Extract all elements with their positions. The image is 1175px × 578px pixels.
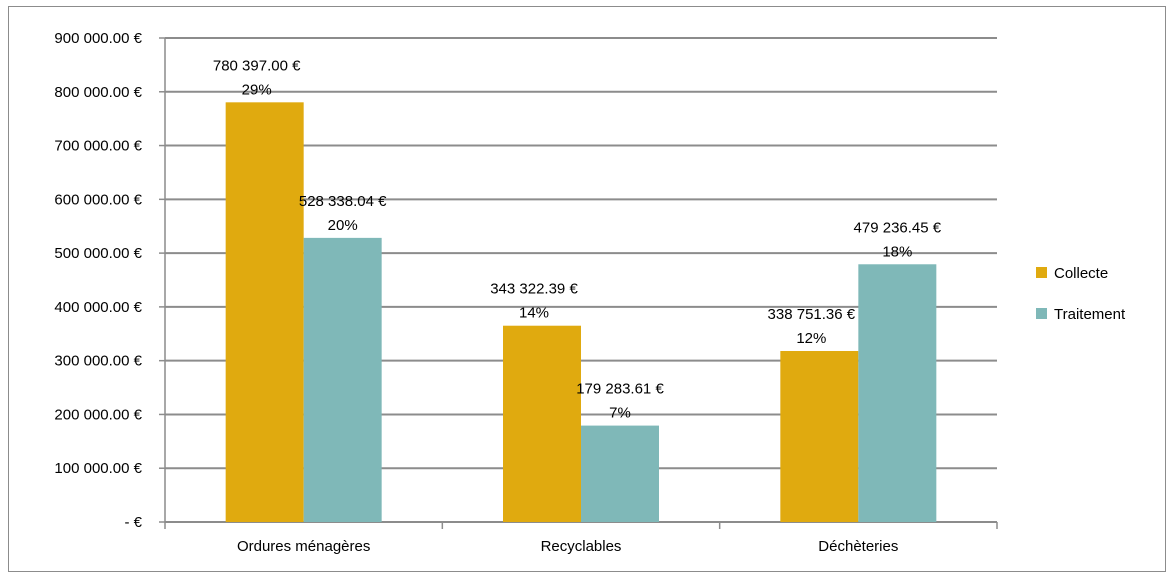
x-category-label: Recyclables (541, 538, 622, 555)
y-tick-label: - € (124, 514, 142, 531)
y-tick-label: 800 000.00 € (54, 84, 142, 101)
y-tick-label: 900 000.00 € (54, 30, 142, 47)
data-label-value: 528 338.04 € (299, 193, 387, 210)
y-tick-label: 200 000.00 € (54, 406, 142, 423)
bar-collecte (225, 102, 304, 523)
bar-traitement (581, 425, 659, 522)
bar-traitement (858, 264, 937, 522)
bar-traitement (303, 237, 382, 523)
data-label-percent: 12% (796, 330, 826, 347)
data-label-percent: 7% (609, 405, 631, 422)
bar-collecte (503, 325, 581, 522)
data-label-value: 338 751.36 € (768, 306, 856, 323)
legend-swatch-collecte (1036, 267, 1047, 278)
data-label-value: 343 322.39 € (490, 281, 578, 298)
bar-collecte (780, 350, 859, 522)
x-category-label: Déchèteries (818, 538, 898, 555)
data-label-value: 479 236.45 € (854, 219, 942, 236)
data-label-value: 780 397.00 € (213, 57, 301, 74)
data-label-percent: 18% (882, 243, 912, 260)
y-tick-label: 100 000.00 € (54, 460, 142, 477)
data-label-percent: 20% (328, 217, 358, 234)
y-tick-label: 400 000.00 € (54, 299, 142, 316)
legend-label: Collecte (1054, 265, 1108, 282)
x-category-label: Ordures ménagères (237, 538, 370, 555)
y-tick-label: 600 000.00 € (54, 191, 142, 208)
data-label-percent: 14% (519, 305, 549, 322)
legend-label: Traitement (1054, 306, 1126, 323)
y-tick-label: 700 000.00 € (54, 138, 142, 155)
legend-swatch-traitement (1036, 308, 1047, 319)
y-tick-label: 500 000.00 € (54, 245, 142, 262)
data-label-value: 179 283.61 € (576, 381, 664, 398)
y-tick-label: 300 000.00 € (54, 353, 142, 370)
data-label-percent: 29% (242, 81, 272, 98)
